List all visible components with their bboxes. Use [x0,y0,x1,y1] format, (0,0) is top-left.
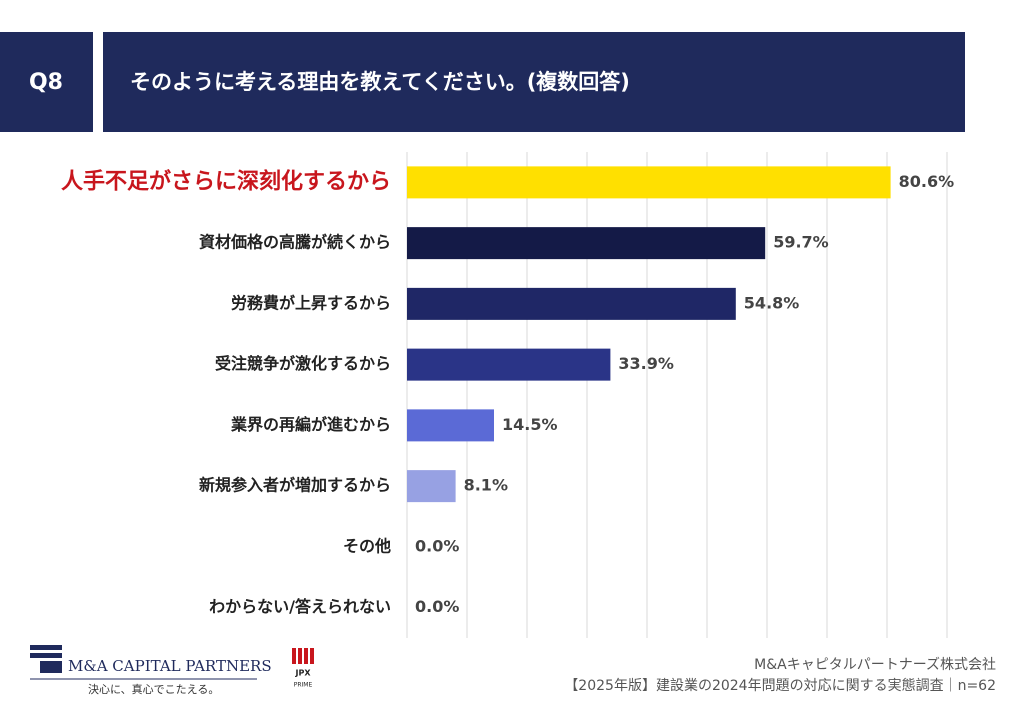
question-number: Q8 [29,70,63,95]
source: 【2025年版】建設業の2024年問題の対応に関する実態調査｜n=62 [564,678,996,694]
jpx-stripe [292,648,296,664]
category-label: 人手不足がさらに深刻化するから [61,168,391,194]
plot: 人手不足がさらに深刻化するから 80.6% 資材価格の高騰が続くから 59.7% 労務費… [61,152,954,638]
question-title: そのように考える理由を教えてください。(複数回答) [130,70,630,94]
bar [407,348,611,381]
category-label: その他 [343,536,391,555]
value-label: 59.7% [773,233,829,252]
category-label: 業界の再編が進むから [230,415,391,434]
jpx-stripe [298,648,302,664]
company-name: M&Aキャピタルパートナーズ株式会社 [754,657,996,673]
logo: M&A CAPITAL PARTNERS 決心に、真心でこたえる。 JPX PR… [30,645,314,696]
market-sub: PRIME [294,682,313,689]
value-label: 8.1% [464,476,508,495]
slogan: 決心に、真心でこたえる。 [88,682,219,696]
category-label: 資材価格の高騰が続くから [199,233,391,252]
value-label: 80.6% [899,172,955,191]
value-label: 14.5% [502,415,558,434]
market-logo: JPX [294,669,311,678]
category-label: 受注競争が激化するから [215,354,391,373]
value-label: 54.8% [744,293,800,312]
category-label: わからない/答えられない [209,597,391,616]
logo-stripe [30,645,62,650]
logo-stripe [40,661,62,673]
value-label: 0.0% [415,597,459,616]
bar [407,409,494,442]
jpx-stripe [310,648,314,664]
category-label: 新規参入者が増加するから [199,476,391,495]
category-label: 労務費が上昇するから [231,293,391,312]
bar [407,470,456,503]
bar [407,166,891,199]
jpx-stripe [304,648,308,664]
bar [407,227,766,260]
logo-stripe [30,653,62,658]
value-label: 33.9% [618,354,674,373]
title-box [103,32,965,132]
value-label: 0.0% [415,536,459,555]
number-box [0,32,93,132]
company-logo: M&A CAPITAL PARTNERS [68,657,272,675]
bar [407,287,736,320]
